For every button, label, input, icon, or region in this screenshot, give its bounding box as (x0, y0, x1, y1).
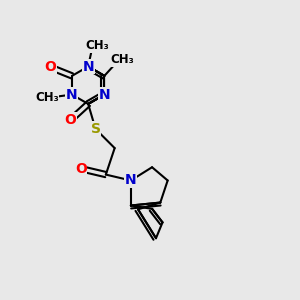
Text: N: N (82, 59, 94, 74)
Text: N: N (125, 173, 137, 188)
Text: S: S (91, 122, 100, 136)
Text: CH₃: CH₃ (85, 39, 109, 52)
Text: O: O (44, 60, 56, 74)
Text: O: O (75, 162, 87, 176)
Text: CH₃: CH₃ (35, 91, 59, 104)
Text: N: N (66, 88, 78, 102)
Text: CH₃: CH₃ (110, 53, 134, 66)
Text: N: N (98, 88, 110, 102)
Text: O: O (64, 113, 76, 127)
Text: N: N (82, 59, 94, 74)
